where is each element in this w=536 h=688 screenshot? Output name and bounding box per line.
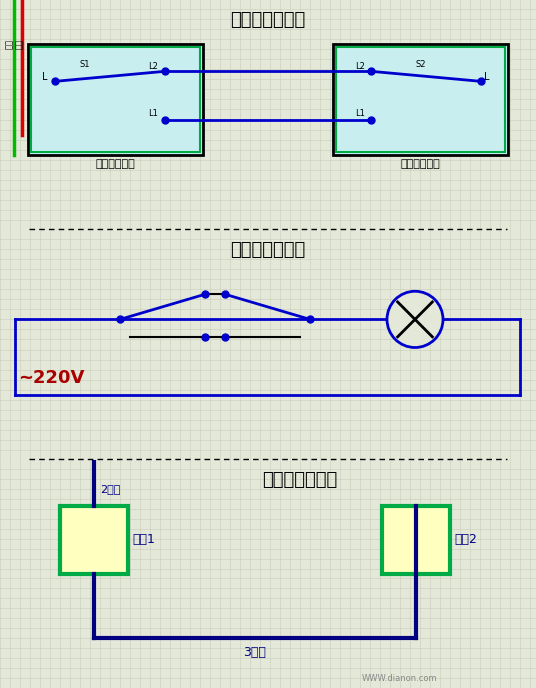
Text: L1: L1	[148, 109, 158, 118]
Text: 2根线: 2根线	[100, 484, 121, 494]
Text: L: L	[484, 72, 489, 83]
Text: 3根线: 3根线	[243, 645, 266, 658]
Text: S1: S1	[80, 60, 91, 69]
Bar	[336, 47, 505, 151]
Text: L2: L2	[148, 62, 158, 71]
Text: 单开双控开关: 单开双控开关	[400, 159, 440, 169]
Text: 火线: 火线	[14, 39, 24, 49]
Text: WWW.dianon.com: WWW.dianon.com	[362, 674, 438, 682]
Bar	[31, 47, 200, 151]
Circle shape	[387, 291, 443, 347]
Text: L2: L2	[355, 62, 365, 71]
Text: L1: L1	[355, 109, 365, 118]
Text: S2: S2	[415, 60, 426, 69]
Text: 开关2: 开关2	[454, 533, 477, 546]
Text: 相线: 相线	[4, 39, 13, 49]
Bar	[28, 44, 203, 155]
Bar	[382, 506, 450, 574]
Text: 开关1: 开关1	[132, 533, 155, 546]
Bar	[60, 506, 128, 574]
Text: 双控开关原理图: 双控开关原理图	[230, 241, 306, 259]
Bar	[333, 44, 508, 155]
Text: L: L	[42, 72, 48, 83]
Text: 双控开关接线图: 双控开关接线图	[230, 11, 306, 29]
Text: ~220V: ~220V	[18, 369, 84, 387]
Text: 双控开关布线图: 双控开关布线图	[263, 471, 338, 489]
Text: 单开双控开关: 单开双控开关	[95, 159, 135, 169]
